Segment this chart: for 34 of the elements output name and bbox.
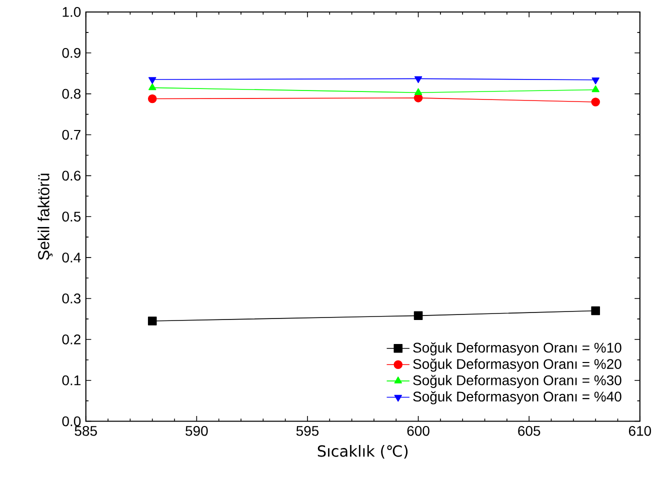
y-tick-label: 1.0 bbox=[62, 6, 81, 17]
y-tick-label: 0.8 bbox=[62, 88, 81, 99]
point bbox=[592, 77, 600, 84]
y-axis-title: Şekil faktörü bbox=[38, 174, 53, 260]
x-tick-label: 595 bbox=[296, 426, 319, 436]
point bbox=[414, 88, 422, 95]
x-tick-label: 590 bbox=[186, 426, 208, 436]
y-tick-label: 0.9 bbox=[62, 48, 80, 58]
legend-label: Soğuk Deformasyon Oranı = %20 bbox=[413, 358, 622, 372]
legend-label: Soğuk Deformasyon Oranı = %10 bbox=[413, 342, 622, 356]
x-tick-label: 605 bbox=[518, 426, 540, 436]
point bbox=[414, 311, 423, 320]
y-tick-label: 0.0 bbox=[62, 416, 81, 426]
legend-label: Soğuk Deformasyon Oranı = %30 bbox=[413, 374, 622, 388]
y-tick-label: 0.6 bbox=[62, 170, 81, 181]
x-tick-label: 610 bbox=[628, 426, 652, 436]
point bbox=[591, 306, 600, 316]
y-tick-label: 0.1 bbox=[62, 375, 80, 386]
x-axis-title: Sıcaklık (℃) bbox=[318, 444, 408, 459]
y-tick-label: 0.4 bbox=[62, 252, 81, 262]
point bbox=[148, 83, 156, 90]
legend-label: Soğuk Deformasyon Oranı = %40 bbox=[413, 391, 622, 404]
x-tick-label: 600 bbox=[407, 426, 430, 436]
point bbox=[592, 85, 600, 92]
point bbox=[148, 316, 157, 326]
point bbox=[591, 98, 600, 106]
y-tick-label: 0.5 bbox=[62, 212, 81, 222]
x-tick-label: 585 bbox=[74, 426, 97, 436]
point bbox=[414, 76, 422, 84]
y-tick-label: 0.2 bbox=[62, 334, 80, 344]
point bbox=[148, 77, 156, 84]
y-tick-label: 0.3 bbox=[62, 293, 81, 304]
y-tick-label: 0.7 bbox=[62, 130, 80, 140]
point bbox=[148, 94, 157, 104]
